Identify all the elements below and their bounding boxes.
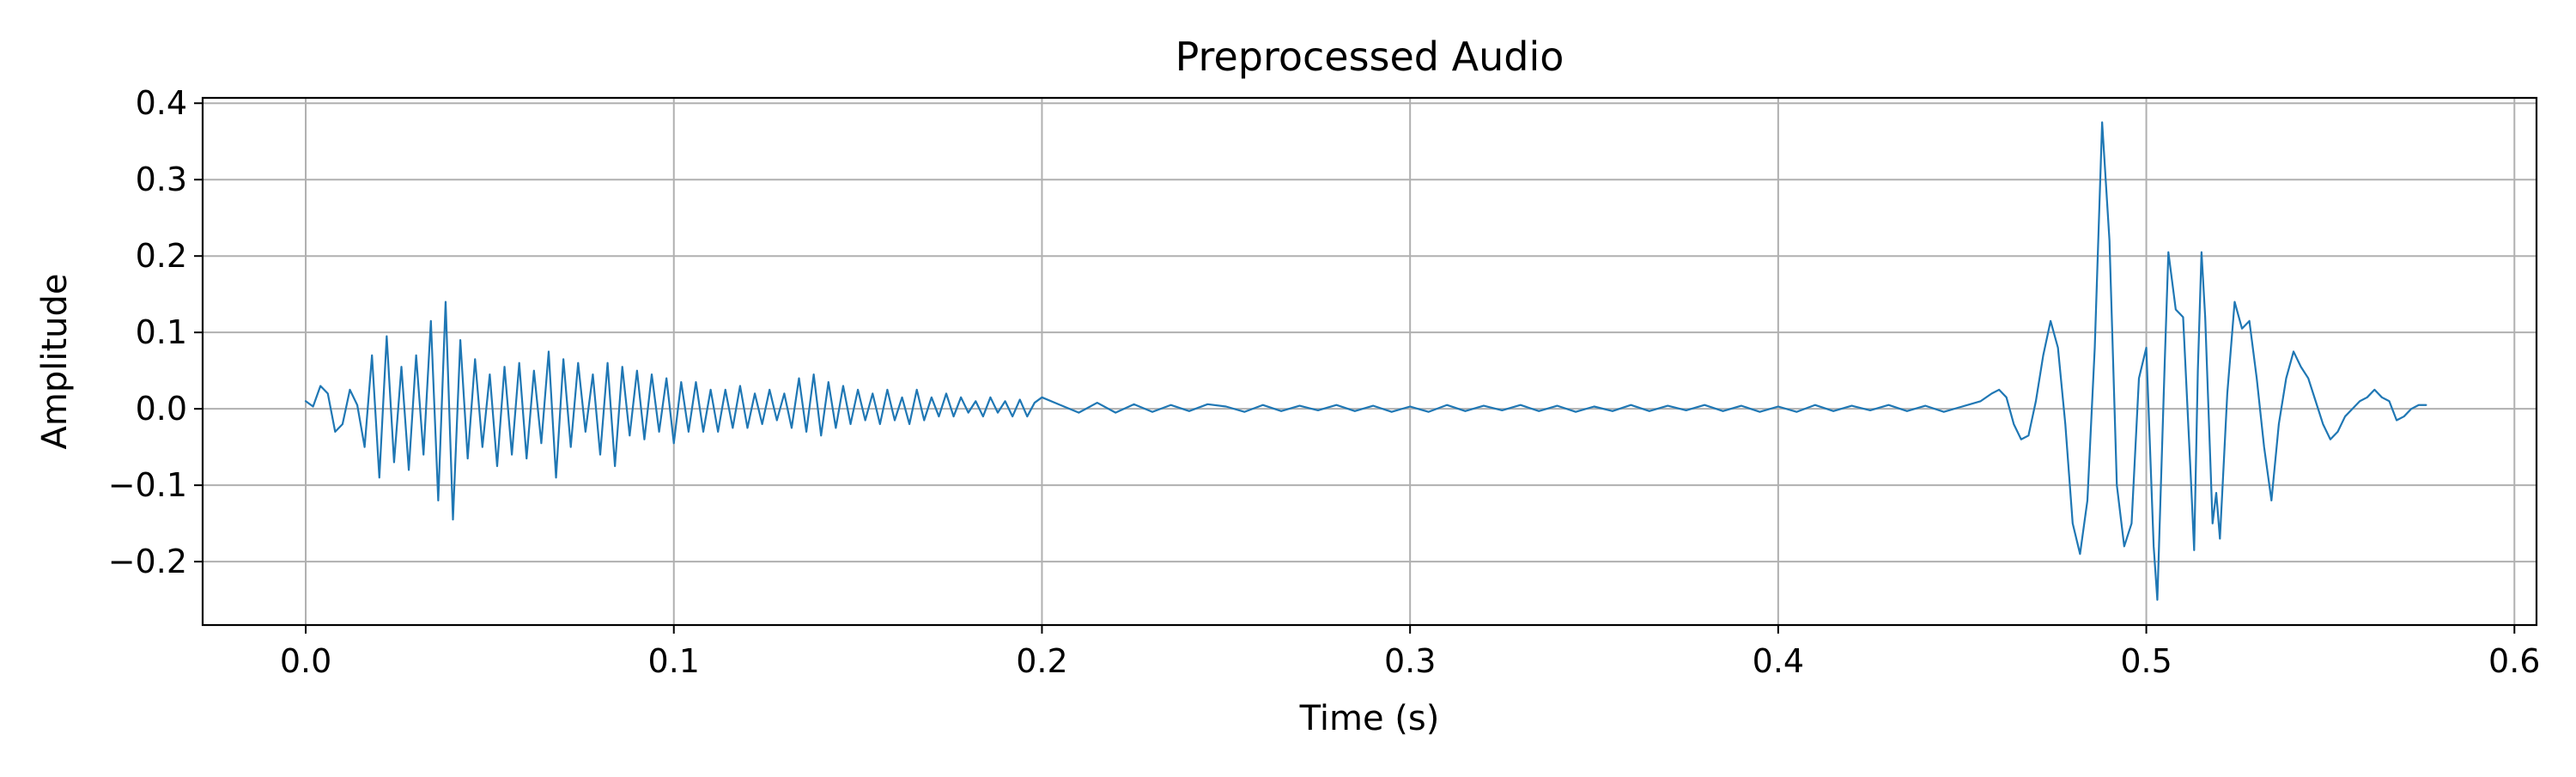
x-tick-label: 0.5	[2120, 642, 2172, 680]
y-tick-label: 0.3	[136, 161, 187, 198]
y-tick-label: −0.1	[108, 466, 187, 504]
series-line-0	[304, 121, 2427, 601]
y-axis-label: Amplitude	[35, 274, 75, 450]
plot-frame	[201, 96, 2538, 627]
x-tick-label: 0.3	[1384, 642, 1436, 680]
y-tick-label: 0.4	[136, 84, 187, 122]
x-tick-label: 0.6	[2488, 642, 2540, 680]
chart-title: Preprocessed Audio	[1176, 33, 1564, 80]
grid-lines	[203, 98, 2537, 625]
x-axis-label: Time (s)	[1299, 699, 1440, 738]
y-tick-label: 0.0	[136, 390, 187, 428]
y-axis: −0.2 −0.1 0.0 0.1 0.2 0.3 0.4	[108, 84, 203, 580]
x-tick-label: 0.1	[648, 642, 700, 680]
x-tick-label: 0.2	[1016, 642, 1067, 680]
y-tick-label: 0.1	[136, 313, 187, 351]
series-layer	[304, 121, 2427, 601]
y-tick-label: 0.2	[136, 237, 187, 275]
x-tick-label: 0.0	[280, 642, 331, 680]
y-tick-label: −0.2	[108, 543, 187, 580]
x-axis: 0.0 0.1 0.2 0.3 0.4 0.5 0.6	[280, 625, 2540, 680]
x-tick-label: 0.4	[1753, 642, 1804, 680]
